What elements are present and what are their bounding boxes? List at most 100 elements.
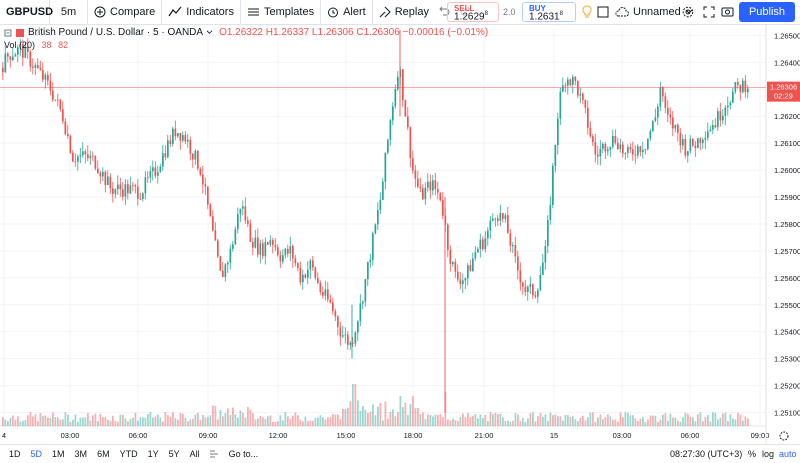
volume-bar xyxy=(404,402,407,426)
range-5d[interactable]: 5D xyxy=(30,449,43,459)
range-6m[interactable]: 6M xyxy=(97,449,110,459)
range-1y[interactable]: 1Y xyxy=(147,449,159,459)
volume-bar xyxy=(129,418,132,426)
candle-body xyxy=(614,135,617,143)
candle-body xyxy=(302,274,304,283)
publish-button[interactable]: Publish xyxy=(739,2,795,22)
candle-body xyxy=(159,166,162,173)
fullscreen-box-icon[interactable] xyxy=(597,6,609,18)
percent-toggle[interactable]: % xyxy=(748,449,757,459)
candle-body xyxy=(169,140,172,144)
range-5y[interactable]: 5Y xyxy=(168,449,180,459)
volume-bar xyxy=(487,421,489,426)
candle-body xyxy=(242,206,244,209)
volume-bar xyxy=(539,412,542,426)
volume-bar xyxy=(42,415,44,426)
volume-bar xyxy=(362,405,364,426)
expand-icon[interactable] xyxy=(703,6,715,18)
volume-bar xyxy=(2,417,4,426)
candle-body xyxy=(452,261,454,264)
volume-bar xyxy=(667,420,669,426)
candle-body xyxy=(102,171,104,177)
candle-body xyxy=(697,138,699,149)
collapse-icon[interactable] xyxy=(4,29,12,37)
volume-bar xyxy=(412,396,414,426)
candle-body xyxy=(422,188,424,200)
sell-button[interactable]: SELL 1.26298 xyxy=(447,2,499,22)
candle-body xyxy=(484,238,487,250)
candle-body xyxy=(472,258,474,272)
candle-body xyxy=(739,84,742,93)
volume-bar xyxy=(674,417,677,426)
compare-button[interactable]: Compare xyxy=(88,0,163,24)
log-toggle[interactable]: log xyxy=(762,449,775,459)
volume-bar xyxy=(64,412,67,426)
candle-body xyxy=(142,193,144,200)
candle-body xyxy=(219,256,222,271)
candle-body xyxy=(117,184,119,190)
buy-button[interactable]: BUY 1.26318 xyxy=(522,2,576,22)
axis-gear-icon[interactable] xyxy=(779,431,789,441)
volume-bar xyxy=(742,420,744,426)
range-ytd[interactable]: YTD xyxy=(119,449,138,459)
indicators-button[interactable]: Indicators xyxy=(162,0,241,24)
volume-bar xyxy=(617,421,619,426)
candle-body xyxy=(679,132,682,146)
candle-body xyxy=(39,67,42,70)
range-3m[interactable]: 3M xyxy=(74,449,88,459)
lightbulb-icon[interactable] xyxy=(581,5,593,19)
candle-body xyxy=(337,316,339,328)
volume-bar xyxy=(369,411,372,426)
price-chart[interactable]: 1.265001.264001.263001.262001.261001.260… xyxy=(0,24,800,444)
candle-body xyxy=(464,278,467,281)
volume-bar xyxy=(164,412,167,426)
camera-icon[interactable] xyxy=(721,6,734,17)
volume-bar xyxy=(54,417,57,426)
volume-bar xyxy=(37,421,39,426)
candle-body xyxy=(597,154,599,157)
redo-icon[interactable] xyxy=(459,6,471,18)
alert-button[interactable]: Alert xyxy=(321,0,373,24)
candle-body xyxy=(349,342,352,345)
candle-body xyxy=(412,158,414,171)
volume-bar xyxy=(719,417,722,426)
compare-ranges-icon[interactable] xyxy=(209,449,219,459)
volume-bar xyxy=(572,416,574,426)
symbol-search[interactable]: GBPUSD xyxy=(0,0,53,24)
candle-body xyxy=(424,187,427,200)
volume-bar xyxy=(689,416,692,426)
auto-toggle[interactable]: auto xyxy=(779,449,797,459)
volume-bar xyxy=(124,418,127,426)
candle-body xyxy=(574,76,577,82)
volume-bar xyxy=(162,421,164,426)
clock[interactable]: 08:27:30 (UTC+3) xyxy=(670,449,743,459)
volume-bar xyxy=(559,416,562,426)
goto-button[interactable]: Go to... xyxy=(228,449,259,459)
volume-bar xyxy=(144,417,147,426)
volume-bar xyxy=(132,417,134,426)
range-1d[interactable]: 1D xyxy=(9,449,21,459)
volume-bar xyxy=(99,413,102,426)
volume-bar xyxy=(17,416,19,426)
volume-bar xyxy=(477,418,479,426)
candle-body xyxy=(662,87,664,97)
volume-bar xyxy=(72,419,74,426)
gear-icon[interactable] xyxy=(682,6,694,18)
undo-icon[interactable] xyxy=(439,6,451,18)
range-1m[interactable]: 1M xyxy=(52,449,65,459)
range-all[interactable]: All xyxy=(189,449,200,459)
templates-label: Templates xyxy=(263,6,315,18)
volume-bar xyxy=(654,415,657,426)
candle-body xyxy=(292,246,294,259)
templates-button[interactable]: Templates xyxy=(241,0,322,24)
volume-bar xyxy=(167,415,169,426)
replay-button[interactable]: Replay xyxy=(373,0,435,24)
time-tick-label: 12:00 xyxy=(269,431,288,440)
candle-body xyxy=(592,136,594,143)
volume-bar xyxy=(94,413,97,426)
volume-bar xyxy=(519,420,522,426)
interval-button[interactable]: 5m xyxy=(50,0,88,24)
volume-bar xyxy=(704,416,707,426)
volume-bar xyxy=(282,420,284,426)
chevron-down-icon[interactable] xyxy=(206,30,213,35)
